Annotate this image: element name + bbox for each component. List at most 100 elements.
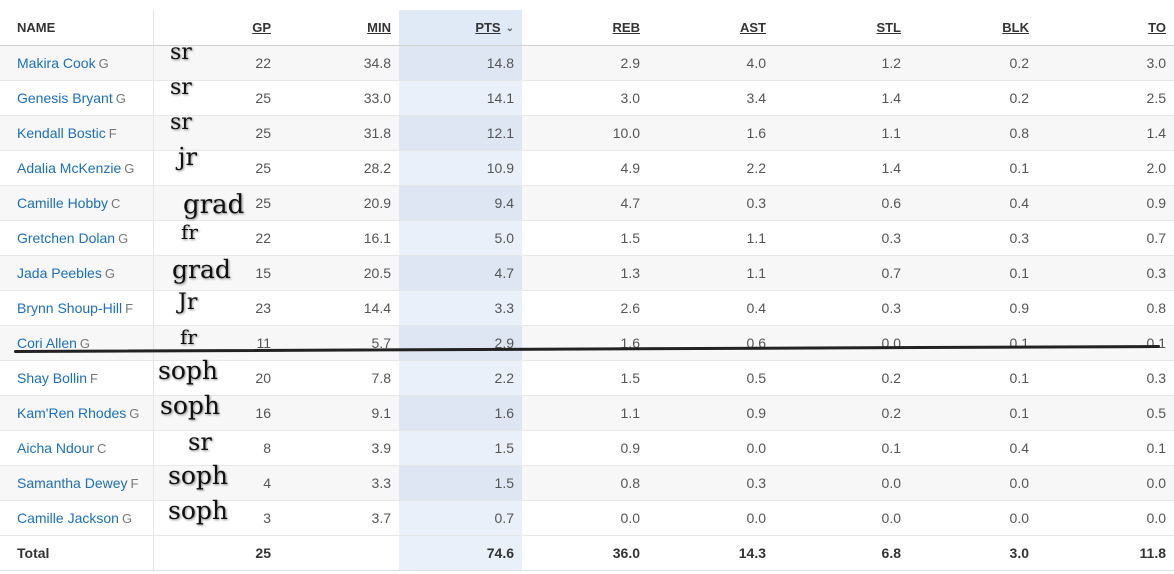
stat-to: 0.7 <box>1037 220 1174 256</box>
stat-stl: 0.1 <box>774 430 909 466</box>
stl-header-label[interactable]: STL <box>876 19 901 35</box>
player-name-link[interactable]: Brynn Shoup-Hill <box>17 299 123 316</box>
stat-min: 31.8 <box>279 115 399 151</box>
stat-gp: 3 <box>153 500 279 536</box>
stat-min: 5.7 <box>279 325 399 361</box>
player-name-link[interactable]: Adalia McKenzie <box>17 159 122 176</box>
column-header-min[interactable]: MIN <box>279 10 399 46</box>
stat-min: 14.4 <box>279 290 399 326</box>
class-year-annotation: Jr <box>178 290 198 315</box>
class-year-annotation: sr <box>170 75 192 100</box>
stat-to: 0.0 <box>1037 500 1174 536</box>
stat-pts: 10.9 <box>399 150 522 186</box>
column-header-stl[interactable]: STL <box>774 10 909 46</box>
pts-header-label[interactable]: PTS <box>475 19 501 35</box>
player-position: G <box>104 265 115 281</box>
stat-pts: 1.5 <box>399 465 522 501</box>
player-cell: Cori Allen G <box>0 325 154 361</box>
stat-pts: 0.7 <box>399 500 522 536</box>
stat-blk: 0.0 <box>909 465 1037 501</box>
total-row: Total 25 74.6 36.0 14.3 6.8 3.0 11.8 <box>0 535 1174 571</box>
stat-gp: 23 <box>153 290 279 326</box>
stat-blk: 0.9 <box>909 290 1037 326</box>
player-cell: Samantha Dewey F <box>0 465 154 501</box>
stat-blk: 0.4 <box>909 430 1037 466</box>
stat-blk: 0.1 <box>909 255 1037 291</box>
table-row: Genesis Bryant G 25 33.0 14.1 3.0 3.4 1.4 0.2 2.5 <box>0 80 1174 116</box>
stat-ast: 4.0 <box>648 45 774 81</box>
stat-blk: 0.3 <box>909 220 1037 256</box>
stat-pts: 2.2 <box>399 360 522 396</box>
player-name-link[interactable]: Kendall Bostic <box>17 124 106 141</box>
player-rows: Makira Cook G 22 34.8 14.8 2.9 4.0 1.2 0.2 3.0 Gen… <box>0 45 1174 536</box>
stat-to: 0.9 <box>1037 185 1174 221</box>
stat-to: 0.3 <box>1037 360 1174 396</box>
class-year-annotation: soph <box>158 356 218 385</box>
stat-to: 2.5 <box>1037 80 1174 116</box>
total-to: 11.8 <box>1037 535 1174 571</box>
player-name-link[interactable]: Gretchen Dolan <box>17 229 116 246</box>
stat-gp: 20 <box>153 360 279 396</box>
stat-gp: 15 <box>153 255 279 291</box>
player-name-link[interactable]: Shay Bollin <box>17 369 88 386</box>
reb-header-label[interactable]: REB <box>612 19 640 35</box>
stat-min: 28.2 <box>279 150 399 186</box>
player-position: F <box>90 370 98 386</box>
header-row: NAME GP MIN PTS ⌄ REB AST STL BLK TO <box>0 10 1174 46</box>
player-name-link[interactable]: Jada Peebles <box>17 264 102 281</box>
stat-gp: 4 <box>153 465 279 501</box>
player-cell: Aicha Ndour C <box>0 430 154 466</box>
total-label: Total <box>0 535 154 571</box>
table-row: Kendall Bostic F 25 31.8 12.1 10.0 1.6 1.1 0.8 1.… <box>0 115 1174 151</box>
total-gp: 25 <box>153 535 279 571</box>
stat-reb: 1.3 <box>522 255 648 291</box>
stat-to: 0.1 <box>1037 325 1174 361</box>
stat-ast: 3.4 <box>648 80 774 116</box>
stat-pts: 3.3 <box>399 290 522 326</box>
stat-ast: 0.3 <box>648 465 774 501</box>
player-cell: Kam'Ren Rhodes G <box>0 395 154 431</box>
stat-reb: 4.9 <box>522 150 648 186</box>
column-header-pts[interactable]: PTS ⌄ <box>399 10 522 46</box>
blk-header-label[interactable]: BLK <box>1002 19 1029 35</box>
player-name-link[interactable]: Samantha Dewey <box>17 474 128 491</box>
total-blk: 3.0 <box>909 535 1037 571</box>
player-name-link[interactable]: Cori Allen <box>17 334 77 351</box>
player-name-link[interactable]: Camille Hobby <box>17 194 109 211</box>
column-header-ast[interactable]: AST <box>648 10 774 46</box>
stat-ast: 0.3 <box>648 185 774 221</box>
stat-gp: 25 <box>153 150 279 186</box>
player-name-link[interactable]: Makira Cook <box>17 54 96 71</box>
stat-stl: 1.1 <box>774 115 909 151</box>
min-header-label[interactable]: MIN <box>367 19 391 35</box>
player-name-link[interactable]: Aicha Ndour <box>17 439 95 456</box>
stat-pts: 4.7 <box>399 255 522 291</box>
to-header-label[interactable]: TO <box>1148 19 1166 35</box>
stat-min: 3.9 <box>279 430 399 466</box>
column-header-to[interactable]: TO <box>1037 10 1174 46</box>
column-header-gp[interactable]: GP <box>153 10 279 46</box>
player-cell: Adalia McKenzie G <box>0 150 154 186</box>
stat-min: 7.8 <box>279 360 399 396</box>
ast-header-label[interactable]: AST <box>740 19 766 35</box>
player-name-link[interactable]: Kam'Ren Rhodes <box>17 404 127 421</box>
stat-to: 0.3 <box>1037 255 1174 291</box>
gp-header-label[interactable]: GP <box>252 19 271 35</box>
total-reb: 36.0 <box>522 535 648 571</box>
player-name-link[interactable]: Camille Jackson <box>17 509 119 526</box>
player-cell: Shay Bollin F <box>0 360 154 396</box>
column-header-blk[interactable]: BLK <box>909 10 1037 46</box>
player-name-link[interactable]: Genesis Bryant <box>17 89 113 106</box>
table-row: Camille Hobby C 25 20.9 9.4 4.7 0.3 0.6 0.4 0.9 <box>0 185 1174 221</box>
class-year-annotation: grad <box>183 190 245 220</box>
stat-blk: 0.2 <box>909 80 1037 116</box>
player-cell: Jada Peebles G <box>0 255 154 291</box>
stat-to: 0.0 <box>1037 465 1174 501</box>
column-header-name: NAME <box>0 10 154 46</box>
player-position: G <box>118 230 129 246</box>
stat-stl: 1.2 <box>774 45 909 81</box>
class-year-annotation: soph <box>160 391 220 420</box>
column-header-reb[interactable]: REB <box>522 10 648 46</box>
class-year-annotation: soph <box>168 496 228 525</box>
stat-reb: 1.5 <box>522 220 648 256</box>
